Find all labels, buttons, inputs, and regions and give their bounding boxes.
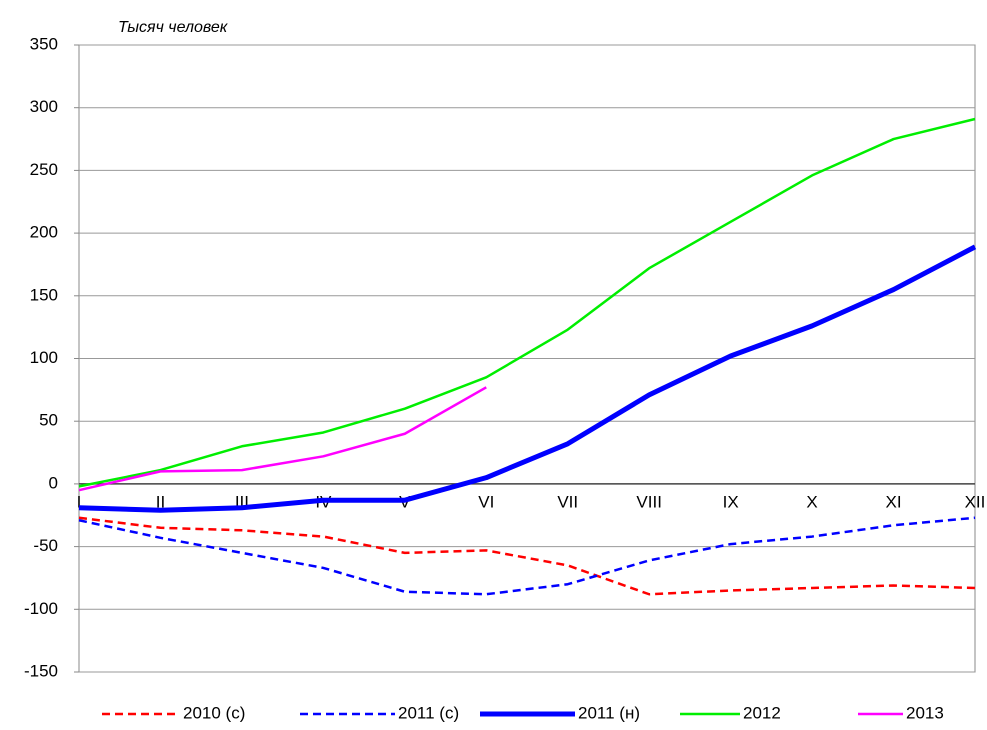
- legend-label: 2010 (с): [183, 703, 245, 722]
- legend-label: 2013: [906, 703, 944, 722]
- legend-label: 2011 (н): [578, 703, 640, 722]
- series-line: [78, 516, 976, 596]
- y-tick-label: 250: [30, 160, 58, 179]
- x-tick-label: VIII: [636, 492, 662, 511]
- x-tick-label: XII: [965, 492, 986, 511]
- series-line: [78, 244, 977, 513]
- y-tick-label: 200: [30, 223, 58, 242]
- series-line: [78, 117, 976, 488]
- series-line: [78, 516, 976, 596]
- y-tick-label: -50: [33, 536, 58, 555]
- y-tick-label: -100: [24, 599, 58, 618]
- y-axis-title: Тысяч человек: [118, 19, 229, 36]
- legend-label: 2011 (с): [398, 703, 459, 722]
- y-tick-label: 300: [30, 97, 58, 116]
- series-line: [78, 386, 487, 492]
- y-tick-label: 0: [49, 473, 58, 492]
- legend-label: 2012: [743, 703, 781, 722]
- x-tick-label: IX: [723, 492, 739, 511]
- x-tick-label: XI: [886, 492, 902, 511]
- x-tick-label: X: [806, 492, 817, 511]
- y-tick-label: -150: [24, 661, 58, 680]
- y-tick-label: 100: [30, 348, 58, 367]
- x-tick-label: II: [156, 492, 165, 511]
- x-tick-label: VII: [557, 492, 578, 511]
- y-tick-label: 350: [30, 34, 58, 53]
- y-tick-label: 150: [30, 285, 58, 304]
- x-tick-label: I: [77, 492, 82, 511]
- y-tick-label: 50: [39, 411, 58, 430]
- x-tick-label: VI: [478, 492, 494, 511]
